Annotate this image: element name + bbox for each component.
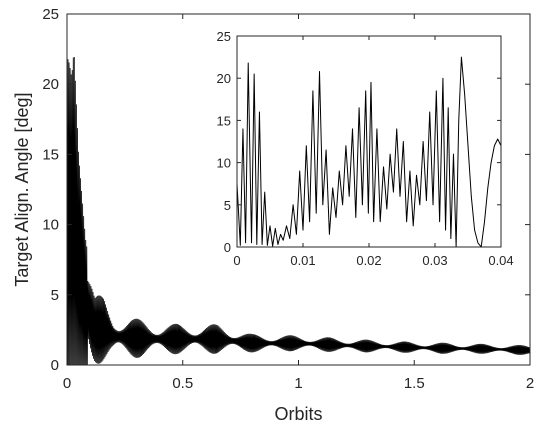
inset-chart: 0 0.01 0.02 0.03 0.04 0 5 10 15 20 25 (217, 29, 514, 268)
inset-y-tick-label: 25 (217, 29, 231, 44)
inset-y-tick-label: 5 (224, 198, 231, 213)
main-y-ticks: 0 5 10 15 20 25 (42, 6, 530, 374)
main-x-tick-label: 0 (63, 375, 71, 392)
main-y-tick-label: 25 (42, 6, 59, 23)
inset-x-tick-label: 0.04 (488, 253, 513, 268)
inset-x-ticks: 0 0.01 0.02 0.03 0.04 (233, 36, 514, 268)
inset-x-tick-label: 0.02 (356, 253, 381, 268)
main-x-axis-label: Orbits (274, 404, 322, 424)
main-x-tick-label: 0.5 (172, 375, 193, 392)
main-x-tick-label: 1.5 (404, 375, 425, 392)
inset-series-path (236, 56, 502, 248)
main-y-tick-label: 15 (42, 146, 59, 163)
inset-x-tick-label: 0 (233, 253, 240, 268)
main-series-line (66, 56, 530, 366)
main-series-path (66, 56, 530, 366)
main-chart: 0 0.5 1 1.5 2 0 5 10 15 20 25 Orbits Target Align… (12, 6, 534, 424)
main-x-ticks: 0 0.5 1 1.5 2 (63, 14, 534, 392)
main-y-tick-label: 10 (42, 217, 59, 234)
inset-y-ticks: 0 5 10 15 20 25 (217, 29, 501, 255)
inset-x-tick-label: 0.01 (290, 253, 315, 268)
main-y-axis-label: Target Align. Angle [deg] (12, 92, 32, 286)
inset-y-tick-label: 0 (224, 240, 231, 255)
inset-series-line (236, 56, 502, 248)
inset-y-tick-label: 20 (217, 71, 231, 86)
inset-y-tick-label: 15 (217, 113, 231, 128)
main-x-tick-label: 1 (294, 375, 302, 392)
main-y-tick-label: 5 (51, 287, 59, 304)
inset-x-tick-label: 0.03 (422, 253, 447, 268)
main-y-tick-label: 0 (51, 357, 59, 374)
inset-y-tick-label: 10 (217, 156, 231, 171)
main-y-tick-label: 20 (42, 76, 59, 93)
main-x-tick-label: 2 (526, 375, 534, 392)
